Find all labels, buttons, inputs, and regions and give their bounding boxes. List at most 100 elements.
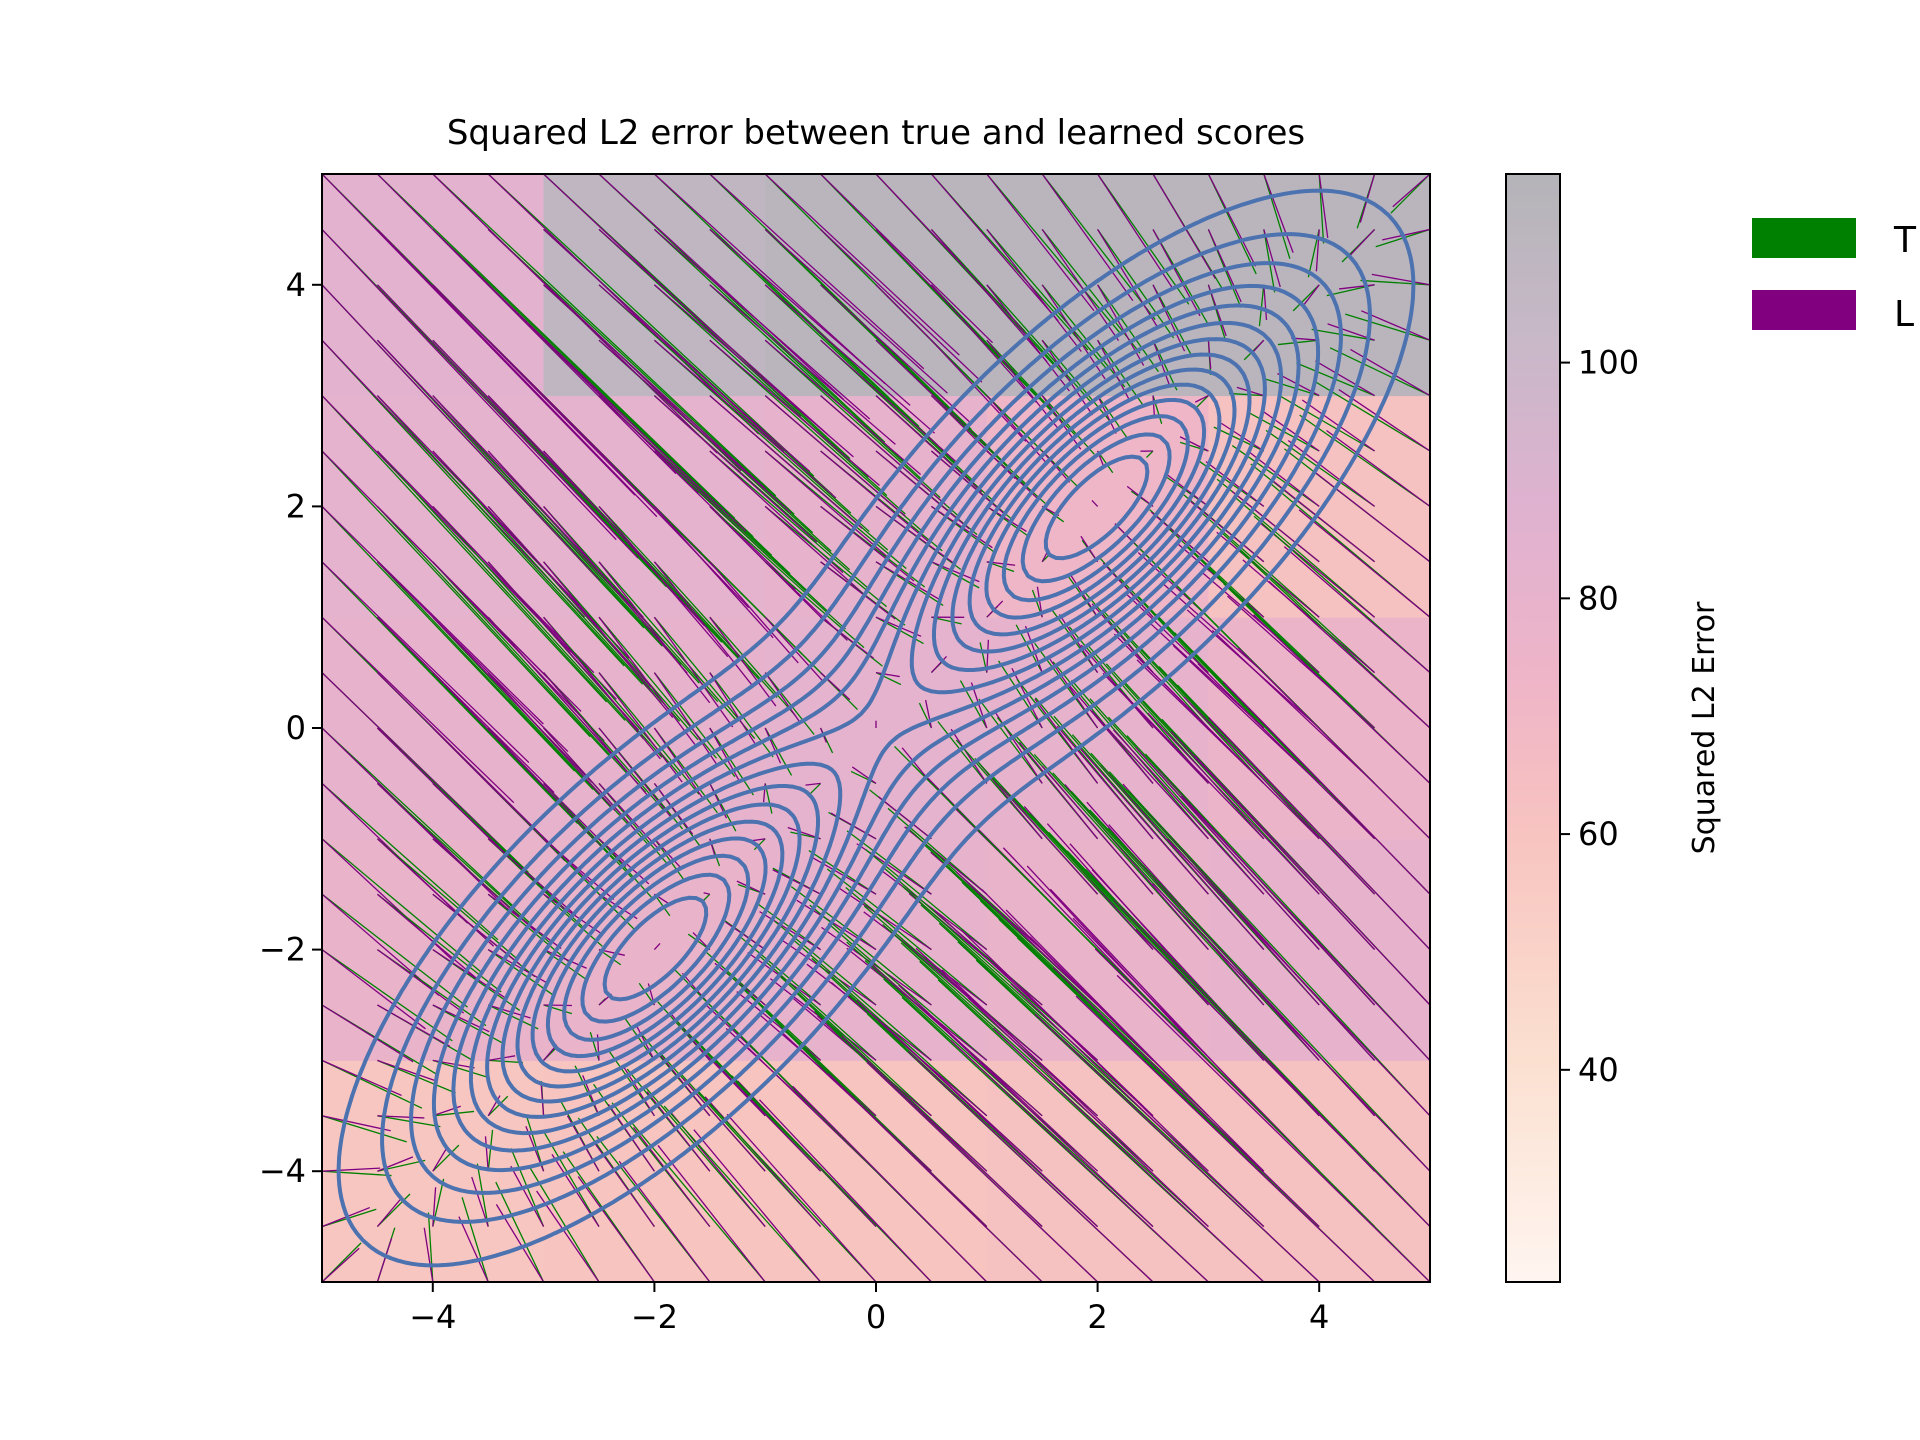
learned-score-arrow	[992, 1027, 1265, 1282]
true-score-arrow	[942, 863, 1154, 1061]
learned-score-arrow	[875, 450, 970, 530]
learned-score-arrow	[986, 284, 1070, 392]
true-score-arrow	[1152, 339, 1178, 391]
true-score-arrow	[487, 1004, 539, 1030]
learned-score-arrow	[882, 871, 988, 951]
true-score-arrow	[845, 887, 988, 1006]
learned-score-arrow	[1208, 716, 1430, 951]
learned-score-arrow	[796, 899, 877, 951]
true-score-arrow	[432, 450, 662, 704]
learned-score-arrow	[1371, 273, 1430, 286]
learned-score-arrow	[1194, 395, 1209, 403]
learned-score-arrow	[1361, 310, 1430, 341]
learned-score-arrow	[1135, 746, 1320, 951]
learned-score-arrow	[653, 783, 694, 835]
learned-score-arrow	[837, 886, 932, 951]
learned-score-arrow	[376, 228, 658, 518]
true-score-arrow	[709, 616, 797, 717]
learned-score-arrow	[1180, 795, 1430, 1061]
true-score-arrow	[1107, 827, 1430, 1172]
y-tick-label: 0	[286, 709, 306, 747]
learned-score-arrow	[577, 1176, 655, 1282]
learned-score-arrow	[764, 395, 906, 517]
learned-score-arrow	[322, 505, 544, 725]
true-score-arrow	[376, 395, 644, 685]
true-score-arrow	[709, 284, 923, 480]
learned-score-arrow	[618, 1160, 711, 1282]
true-score-arrow	[1277, 339, 1320, 346]
learned-score-arrow	[1237, 647, 1430, 840]
true-score-arrow	[376, 838, 517, 959]
learned-score-arrow	[653, 672, 718, 766]
learned-score-arrow	[487, 949, 547, 983]
learned-score-arrow	[432, 1146, 449, 1172]
learned-score-arrow	[322, 284, 600, 581]
true-score-arrow	[653, 450, 828, 612]
heatmap-cell	[1208, 838, 1430, 1061]
true-score-arrow	[1228, 392, 1264, 397]
learned-score-arrow	[1247, 450, 1320, 507]
true-score-arrow	[875, 672, 902, 686]
true-score-arrow	[322, 1115, 407, 1143]
true-score-arrow	[432, 505, 645, 740]
learned-score-arrow	[764, 284, 936, 434]
learned-score-arrow	[709, 228, 911, 406]
learned-score-arrow	[1000, 785, 1099, 895]
learned-score-arrow	[1197, 663, 1376, 840]
true-score-arrow	[1262, 377, 1320, 397]
true-score-arrow	[322, 1170, 392, 1177]
learned-score-arrow	[726, 1113, 877, 1282]
x-tick-label: −2	[631, 1298, 678, 1336]
true-score-arrow	[1041, 395, 1095, 455]
true-score-arrow	[1292, 284, 1320, 312]
learned-score-arrow	[820, 174, 994, 344]
learned-score-arrow	[841, 1035, 1043, 1228]
true-score-arrow	[598, 893, 637, 932]
true-score-arrow	[709, 450, 869, 589]
true-score-arrow	[543, 505, 719, 703]
learned-score-arrow	[1056, 725, 1154, 840]
learned-score-arrow	[322, 672, 499, 845]
learned-score-arrow	[432, 1187, 437, 1227]
true-score-arrow	[753, 838, 766, 851]
learned-score-arrow	[709, 561, 799, 664]
true-score-arrow	[377, 1115, 441, 1128]
learned-score-arrow	[764, 505, 870, 600]
true-score-arrow	[809, 782, 822, 795]
learned-score-arrow	[487, 505, 652, 688]
true-score-arrow	[709, 727, 754, 796]
true-score-arrow	[986, 228, 1107, 369]
learned-score-arrow	[758, 1099, 932, 1282]
true-score-arrow	[487, 174, 815, 477]
learned-score-arrow	[1318, 174, 1329, 239]
true-score-arrow	[1258, 284, 1265, 327]
true-score-arrow	[432, 1059, 490, 1079]
density-contour-level	[336, 188, 1416, 1268]
y-tick-label: −4	[259, 1152, 306, 1190]
true-score-arrow	[937, 721, 988, 784]
learned-score-arrow	[1207, 229, 1242, 303]
learned-score-arrow	[1315, 360, 1375, 397]
learned-score-arrow	[1047, 655, 1099, 729]
x-tick-label: −4	[409, 1298, 456, 1336]
learned-score-arrow	[709, 727, 741, 783]
true-score-arrow	[543, 893, 603, 947]
learned-score-arrow	[1041, 174, 1134, 302]
learned-score-arrow	[598, 228, 828, 435]
colorbar	[1505, 173, 1561, 1283]
learned-score-arrow	[1091, 603, 1154, 674]
learned-score-arrow	[930, 228, 1048, 363]
learned-score-arrow	[543, 505, 688, 674]
learned-score-arrow	[821, 926, 932, 1006]
true-score-arrow	[1127, 789, 1430, 1117]
learned-score-arrow	[930, 655, 948, 674]
learned-score-arrow	[820, 561, 896, 620]
learned-score-arrow	[1183, 696, 1376, 895]
learned-score-arrow	[1303, 284, 1320, 305]
learned-score-arrow	[598, 561, 711, 704]
learned-score-arrow	[653, 284, 854, 458]
true-score-arrow	[1345, 313, 1430, 341]
learned-score-arrow	[1263, 284, 1268, 321]
true-score-arrow	[432, 561, 628, 775]
learned-score-arrow	[487, 616, 628, 772]
